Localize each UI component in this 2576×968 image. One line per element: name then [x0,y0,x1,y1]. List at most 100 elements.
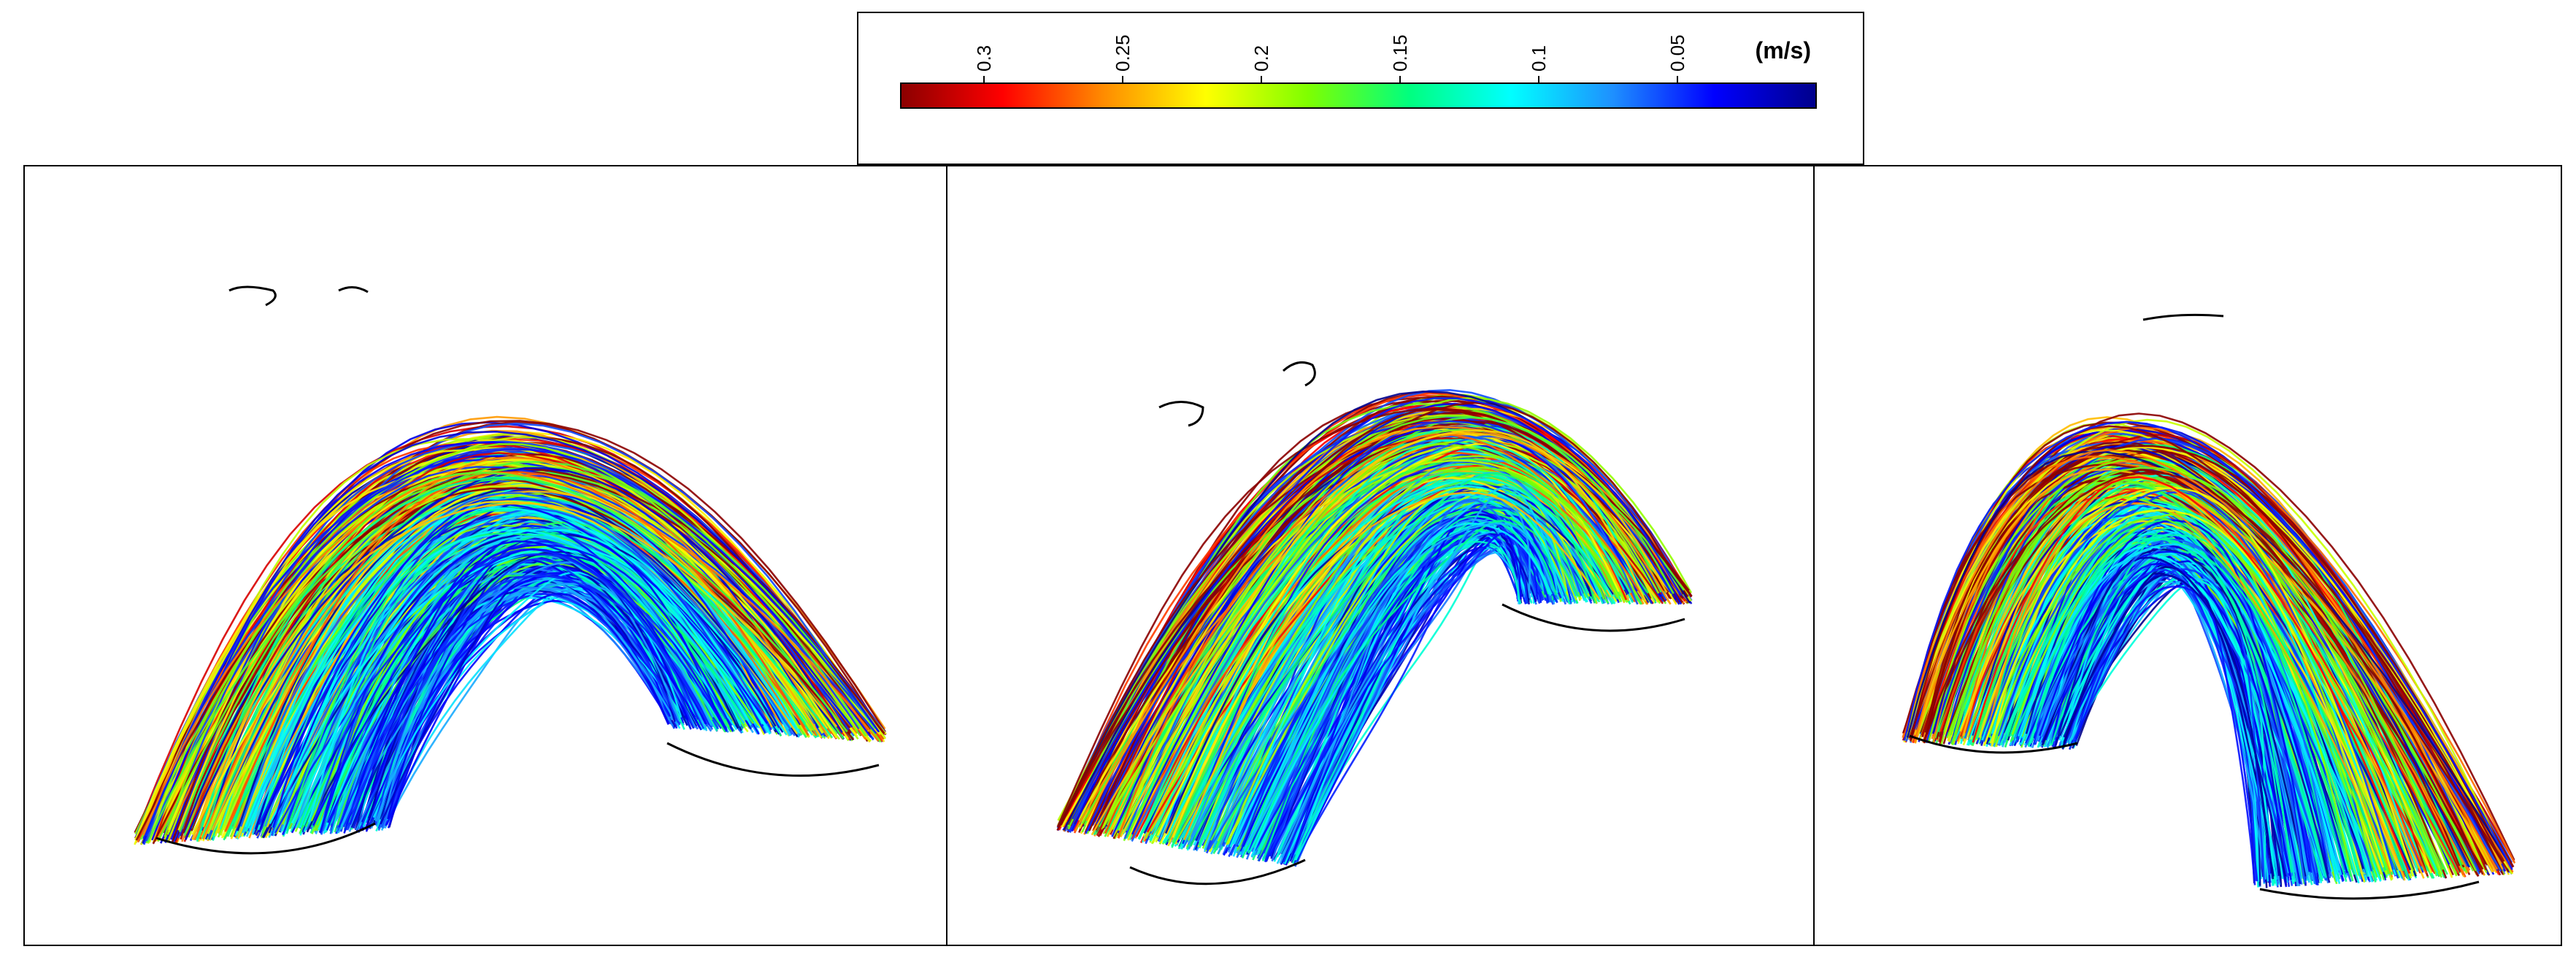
streamline [142,448,880,840]
streamline-view-middle [1056,361,1693,886]
vessel-boundary [1129,858,1306,886]
streamline [157,466,867,842]
vessel-boundary [338,286,369,293]
streamline [1164,485,1614,834]
streamline [142,430,880,844]
streamline [258,489,780,826]
vessel-boundary [155,822,376,855]
streamline [1177,485,1606,843]
streamline [1117,433,1649,839]
vessel-boundary [1909,734,2078,754]
streamline-panel-left [23,165,947,946]
streamline [1983,502,2393,872]
streamline [2042,538,2306,883]
streamline [1072,397,1682,820]
streamline [1056,388,1693,829]
vessel-boundary [1502,603,1685,632]
streamline [1954,479,2437,874]
vessel-outline-middle [1129,361,1685,886]
colorbar-tick-label: 0.2 [1250,45,1272,72]
streamline [2005,534,2361,872]
streamline [387,592,669,829]
streamline [1135,442,1635,837]
streamline [207,484,824,834]
streamline [1149,439,1625,842]
vessel-outline-left [155,285,880,855]
streamline [1999,505,2369,877]
streamline [1156,442,1620,837]
streamline [1913,449,2499,870]
streamline [1925,437,2480,872]
streamline [145,466,877,837]
streamline [271,507,769,834]
streamline [1096,437,1664,837]
streamline-panel-middle [946,165,1815,946]
streamline [2063,574,2274,877]
streamline [175,484,851,843]
streamline [1165,477,1614,841]
streamline [1291,509,1522,857]
streamline [1118,459,1648,831]
streamline [374,558,681,826]
streamline [2069,568,2266,883]
streamline [1199,482,1590,849]
colorbar-unit: (m/s) [1756,37,1811,64]
streamline [1989,509,2385,868]
streamline [1910,425,2504,863]
colorbar-tick-label: 0.25 [1112,34,1134,72]
vessel-boundary [2259,880,2480,900]
vessel-boundary [1282,361,1316,387]
streamline [1972,476,2411,874]
streamline [1914,468,2497,872]
streamline [1198,498,1590,846]
streamline [239,492,796,827]
colorbar-legend: 0.3 0.25 0.2 0.15 0.1 0.05 (m/s) [857,12,1864,165]
streamline [1120,429,1647,838]
streamline [374,561,680,822]
vessel-boundary [1158,401,1204,427]
streamline [1988,496,2386,872]
streamline [288,532,754,823]
streamline [1131,425,1639,835]
streamline-view-right [1902,313,2516,900]
streamline [307,529,738,823]
streamline [1903,420,2513,871]
streamline [2068,580,2266,880]
vessel-boundary [666,742,880,777]
colorbar-tick-label: 0.1 [1528,45,1550,72]
streamline [319,548,728,834]
streamline [1988,485,2387,871]
streamlines-right [1902,412,2516,888]
streamline [1246,522,1555,846]
streamline [312,544,734,826]
streamline [1908,445,2506,862]
streamline-panel-right [1813,165,2562,946]
streamline [178,471,848,833]
streamline [1085,426,1672,821]
streamline [1131,435,1639,842]
streamline [202,456,828,840]
streamline [177,447,850,839]
streamline [1229,485,1567,848]
colorbar-tick-label: 0.15 [1389,34,1411,72]
streamline [2038,519,2311,872]
streamline [1250,522,1552,857]
streamline [1997,491,2373,872]
streamline [1981,503,2397,876]
streamline [2041,548,2307,877]
streamline [1904,418,2513,875]
streamline [1183,491,1601,841]
streamline [295,535,749,829]
streamline [237,487,799,831]
vessel-outline-right [1909,313,2480,900]
streamline [1085,420,1672,834]
streamline [1983,486,2394,875]
streamline [2050,527,2293,873]
vessel-boundary [2142,313,2224,321]
streamlines-middle [1056,388,1693,867]
streamline [1993,516,2378,878]
streamline [1902,426,2516,864]
streamline [244,507,792,828]
streamline [2014,538,2348,883]
streamline [1177,466,1605,839]
